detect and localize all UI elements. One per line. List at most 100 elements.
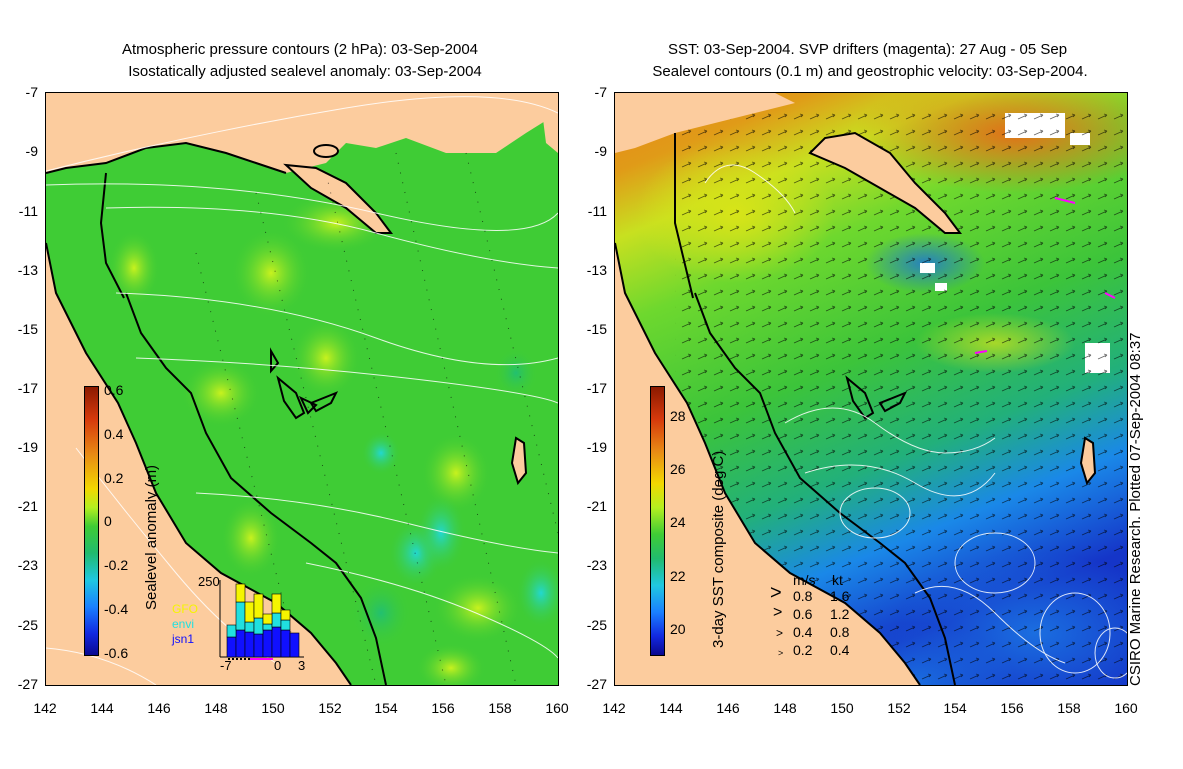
lat-tick: -15 bbox=[586, 321, 607, 337]
sla-colorbar-tick: -0.4 bbox=[104, 601, 129, 617]
lon-tick: 160 bbox=[545, 700, 569, 716]
lat-tick: -23 bbox=[586, 557, 607, 573]
sla-colorbar-tick: 0.4 bbox=[104, 426, 124, 442]
credit-text: CSIRO Marine Research. Plotted 07-Sep-20… bbox=[1127, 332, 1144, 686]
australia-land bbox=[615, 93, 920, 685]
velocity-legend-arrow-icon: > bbox=[776, 626, 784, 640]
lat-tick: -11 bbox=[18, 203, 38, 219]
lat-tick: -23 bbox=[17, 557, 38, 573]
lat-tick: -19 bbox=[586, 439, 607, 455]
lon-tick: 156 bbox=[1000, 700, 1024, 716]
australia-land bbox=[46, 93, 351, 685]
sla-high-blob bbox=[231, 228, 311, 318]
lon-tick: 148 bbox=[773, 700, 797, 716]
track-histogram bbox=[218, 580, 308, 660]
lat-tick: -21 bbox=[586, 498, 607, 514]
sla-low-blob bbox=[494, 348, 538, 398]
sla-high-blob bbox=[291, 318, 361, 398]
histogram-xtick: 3 bbox=[298, 658, 306, 673]
velocity-legend-ms-header: m/s bbox=[793, 572, 816, 588]
sla-low-blob bbox=[416, 493, 466, 573]
lat-tick: -13 bbox=[586, 262, 607, 278]
lon-tick: 154 bbox=[374, 700, 398, 716]
histogram-legend-envi: envi bbox=[172, 617, 195, 631]
lat-tick: -17 bbox=[586, 380, 607, 396]
lon-tick: 142 bbox=[33, 700, 57, 716]
right-title-line1: SST: 03-Sep-2004. SVP drifters (magenta)… bbox=[667, 41, 1068, 58]
sst-colorbar-tick: 22 bbox=[670, 568, 686, 584]
lon-tick: 158 bbox=[488, 700, 512, 716]
png-land bbox=[615, 93, 795, 153]
lon-tick: 150 bbox=[830, 700, 854, 716]
lat-tick: -15 bbox=[17, 321, 38, 337]
velocity-legend-kt: 0.4 bbox=[830, 642, 850, 658]
sla-low-blob bbox=[516, 558, 558, 628]
sla-high-blob bbox=[416, 643, 486, 685]
sst-colorbar-tick: 20 bbox=[670, 621, 686, 637]
lat-tick: -25 bbox=[586, 617, 607, 633]
sla-high-blob bbox=[108, 230, 160, 306]
velocity-legend-kt-header: kt bbox=[832, 572, 843, 588]
sla-low-blob bbox=[361, 431, 401, 475]
sla-low-blob bbox=[351, 578, 411, 648]
velocity-legend-arrow-icon: > bbox=[778, 648, 784, 658]
lat-tick: -7 bbox=[594, 84, 607, 100]
velocity-legend-arrow-icon: > bbox=[773, 604, 783, 621]
lat-tick: -9 bbox=[25, 143, 38, 159]
lat-tick: -13 bbox=[17, 262, 38, 278]
histogram-xtick: 0 bbox=[274, 658, 282, 673]
sla-high-blob bbox=[181, 358, 261, 428]
left-title-line1: Atmospheric pressure contours (2 hPa): 0… bbox=[121, 41, 478, 58]
sst-map bbox=[614, 92, 1128, 686]
velocity-legend-ms: 0.6 bbox=[793, 606, 813, 622]
velocity-legend-kt: 1.6 bbox=[830, 588, 850, 604]
lon-tick: 152 bbox=[887, 700, 911, 716]
lat-tick: -17 bbox=[17, 380, 38, 396]
lat-tick: -27 bbox=[17, 676, 38, 692]
lon-tick: 156 bbox=[431, 700, 455, 716]
lon-tick: 148 bbox=[204, 700, 228, 716]
velocity-legend-kt: 0.8 bbox=[830, 624, 850, 640]
sst-colorbar bbox=[650, 386, 665, 656]
lat-tick: -9 bbox=[594, 143, 607, 159]
lon-tick: 154 bbox=[943, 700, 967, 716]
png-land bbox=[46, 93, 558, 173]
lon-tick: 160 bbox=[1114, 700, 1138, 716]
lat-tick: -21 bbox=[17, 498, 38, 514]
sla-high-blob bbox=[221, 498, 281, 578]
lat-tick: -25 bbox=[17, 617, 38, 633]
left-title-line2: Isostatically adjusted sealevel anomaly:… bbox=[128, 63, 482, 80]
sst-colorbar-tick: 24 bbox=[670, 514, 686, 530]
lat-tick: -19 bbox=[17, 439, 38, 455]
sst-colorbar-tick: 28 bbox=[670, 408, 686, 424]
velocity-legend-kt: 1.2 bbox=[830, 606, 850, 622]
histogram-legend-jsn1: jsn1 bbox=[172, 632, 195, 646]
velocity-legend-ms: 0.4 bbox=[793, 624, 813, 640]
lon-tick: 152 bbox=[318, 700, 342, 716]
sla-colorbar-tick: 0.2 bbox=[104, 470, 124, 486]
histogram-legend-gfo: GFO bbox=[172, 602, 198, 616]
sla-colorbar bbox=[84, 386, 99, 656]
lon-tick: 158 bbox=[1057, 700, 1081, 716]
lon-tick: 150 bbox=[261, 700, 285, 716]
sla-high-blob bbox=[421, 433, 491, 513]
lat-tick: -27 bbox=[586, 676, 607, 692]
lon-tick: 144 bbox=[659, 700, 683, 716]
histogram-xtick: -7 bbox=[220, 658, 232, 673]
lat-tick: -7 bbox=[25, 84, 38, 100]
sealevel-anomaly-map bbox=[45, 92, 559, 686]
sla-colorbar-tick: -0.2 bbox=[104, 557, 129, 573]
lon-tick: 142 bbox=[602, 700, 626, 716]
sla-colorbar-tick: -0.6 bbox=[104, 645, 129, 661]
lon-tick: 146 bbox=[716, 700, 740, 716]
histogram-ytick: 250 bbox=[198, 574, 220, 589]
sla-colorbar-label: Sealevel anomaly (m) bbox=[143, 464, 160, 610]
right-title-line2: Sealevel contours (0.1 m) and geostrophi… bbox=[652, 63, 1088, 80]
sst-colorbar-tick: 26 bbox=[670, 461, 686, 477]
velocity-legend-ms: 0.2 bbox=[793, 642, 813, 658]
sst-colorbar-label: 3-day SST composite (deg C) bbox=[710, 450, 727, 648]
velocity-legend-arrow-icon: > bbox=[770, 582, 782, 604]
lat-tick: -11 bbox=[587, 203, 607, 219]
sla-high-blob bbox=[433, 573, 523, 643]
lon-tick: 144 bbox=[90, 700, 114, 716]
